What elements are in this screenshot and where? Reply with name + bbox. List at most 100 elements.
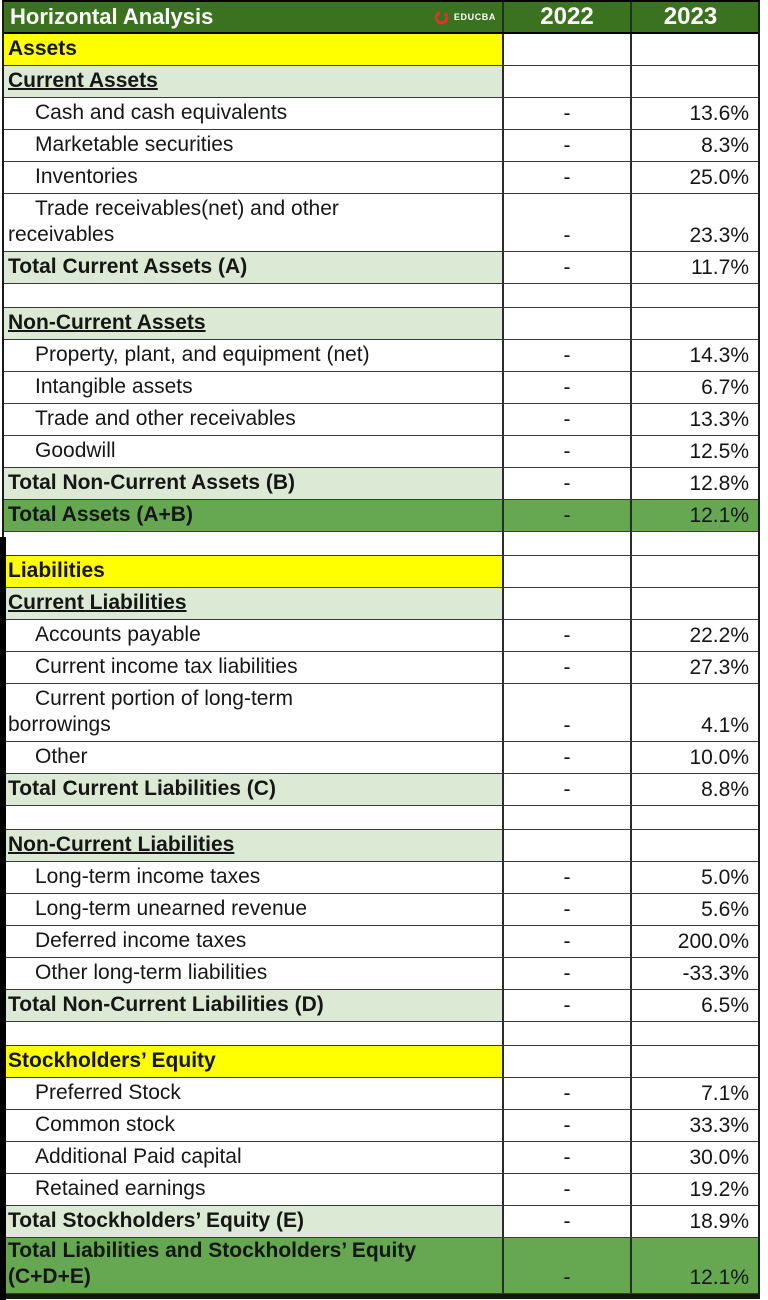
table-row: Non-Current Assets xyxy=(4,308,758,340)
row-label: Trade and other receivables xyxy=(4,404,504,435)
cell-2022 xyxy=(504,34,632,65)
row-label: Stockholders’ Equity xyxy=(4,1046,504,1077)
cell-2023 xyxy=(632,1022,758,1045)
cell-2023: 18.9% xyxy=(689,1210,749,1233)
column-header-2022: 2022 xyxy=(504,2,632,32)
row-label: Total Current Liabilities (C) xyxy=(4,774,504,805)
cell-2022: - xyxy=(504,436,632,467)
cell-2022: - xyxy=(504,774,632,805)
cell-2022: - xyxy=(504,1110,632,1141)
cell-2022 xyxy=(504,532,632,555)
cell-2022: - xyxy=(504,1206,632,1237)
cell-2023 xyxy=(632,806,758,829)
cell-2022 xyxy=(504,308,632,339)
cell-2023 xyxy=(632,588,758,619)
table-row: Total Non-Current Liabilities (D) - 6.5% xyxy=(4,990,758,1022)
table-row: Other - 10.0% xyxy=(4,742,758,774)
table-row: Other long-term liabilities - -33.3% xyxy=(4,958,758,990)
table-row: Inventories - 25.0% xyxy=(4,162,758,194)
table-row xyxy=(4,806,758,830)
cell-2022 xyxy=(504,284,632,307)
cell-2023: 5.6% xyxy=(701,898,749,921)
row-label: Liabilities xyxy=(4,556,504,587)
table-row: Total Stockholders’ Equity (E) - 18.9% xyxy=(4,1206,758,1238)
table-row: Trade receivables(net) and other receivab… xyxy=(4,194,758,252)
cell-2022: - xyxy=(504,862,632,893)
cell-2022: - xyxy=(504,990,632,1021)
table-row: Current Liabilities xyxy=(4,588,758,620)
table-row: Total Current Liabilities (C) - 8.8% xyxy=(4,774,758,806)
table-row xyxy=(4,532,758,556)
cell-2022 xyxy=(504,588,632,619)
row-label: Current portion of long-term borrowings xyxy=(4,684,504,741)
cell-2023: 6.5% xyxy=(701,994,749,1017)
cell-2023: 27.3% xyxy=(689,656,749,679)
table-row: Liabilities xyxy=(4,556,758,588)
row-label: Non-Current Assets xyxy=(4,308,504,339)
table-row: Additional Paid capital - 30.0% xyxy=(4,1142,758,1174)
table-header-row: Horizontal Analysis EDUCBA 2022 2023 xyxy=(4,2,758,34)
row-label: Accounts payable xyxy=(4,620,504,651)
cell-2022: - xyxy=(504,652,632,683)
cell-2023: 13.6% xyxy=(689,102,749,125)
row-label: Long-term income taxes xyxy=(4,862,504,893)
row-label: Cash and cash equivalents xyxy=(4,98,504,129)
cell-2023: 200.0% xyxy=(677,930,749,953)
table-row: Intangible assets - 6.7% xyxy=(4,372,758,404)
cell-2022: - xyxy=(504,468,632,499)
cell-2023: 23.3% xyxy=(689,224,749,247)
educba-logo-text: EDUCBA xyxy=(453,11,496,22)
cell-2023: 22.2% xyxy=(689,624,749,647)
cell-2023 xyxy=(632,830,758,861)
row-label: Retained earnings xyxy=(4,1174,504,1205)
table-row: Total Liabilities and Stockholders’ Equi… xyxy=(4,1238,758,1294)
left-edge-artifact xyxy=(0,537,6,1300)
cell-2022: - xyxy=(504,252,632,283)
row-label xyxy=(4,806,504,829)
cell-2023: 30.0% xyxy=(689,1146,749,1169)
row-label: Deferred income taxes xyxy=(4,926,504,957)
row-label: Total Stockholders’ Equity (E) xyxy=(4,1206,504,1237)
cell-2023 xyxy=(632,308,758,339)
table-row: Common stock - 33.3% xyxy=(4,1110,758,1142)
educba-logo: EDUCBA xyxy=(433,9,496,26)
cell-2022: - xyxy=(504,926,632,957)
cell-2022: - xyxy=(504,742,632,773)
cell-2023 xyxy=(632,284,758,307)
cell-2022 xyxy=(504,830,632,861)
row-label: Total Current Assets (A) xyxy=(4,252,504,283)
cell-2023: 12.5% xyxy=(689,440,749,463)
row-label: Assets xyxy=(4,34,504,65)
cell-2022: - xyxy=(504,958,632,989)
cell-2023: 12.1% xyxy=(632,1238,758,1293)
table-title-cell: Horizontal Analysis EDUCBA xyxy=(4,2,504,32)
row-label: Current Assets xyxy=(4,66,504,97)
row-label: Common stock xyxy=(4,1110,504,1141)
row-label: Goodwill xyxy=(4,436,504,467)
cell-2022: - xyxy=(504,1174,632,1205)
table-row: Current Assets xyxy=(4,66,758,98)
table-row: Long-term income taxes - 5.0% xyxy=(4,862,758,894)
row-label: Total Assets (A+B) xyxy=(4,500,504,531)
row-label: Current Liabilities xyxy=(4,588,504,619)
table-row: Deferred income taxes - 200.0% xyxy=(4,926,758,958)
table-row xyxy=(4,284,758,308)
table-row: Trade and other receivables - 13.3% xyxy=(4,404,758,436)
cell-2023: 4.1% xyxy=(701,714,749,737)
table-row: Marketable securities - 8.3% xyxy=(4,130,758,162)
row-label xyxy=(4,284,504,307)
row-label: Trade receivables(net) and other receivab… xyxy=(4,194,504,251)
table-row: Non-Current Liabilities xyxy=(4,830,758,862)
row-label: Long-term unearned revenue xyxy=(4,894,504,925)
table-row: Total Non-Current Assets (B) - 12.8% xyxy=(4,468,758,500)
table-row: Current portion of long-term borrowings - 4… xyxy=(4,684,758,742)
row-label: Additional Paid capital xyxy=(4,1142,504,1173)
page-title: Horizontal Analysis xyxy=(10,4,214,29)
table-row: Assets xyxy=(4,34,758,66)
cell-2022: - xyxy=(504,500,632,531)
cell-2023: -33.3% xyxy=(682,962,749,985)
table-body: Assets Current Assets Cash and cash equiva… xyxy=(4,34,758,1294)
cell-2023: 8.8% xyxy=(701,778,749,801)
cell-2022: - xyxy=(504,162,632,193)
